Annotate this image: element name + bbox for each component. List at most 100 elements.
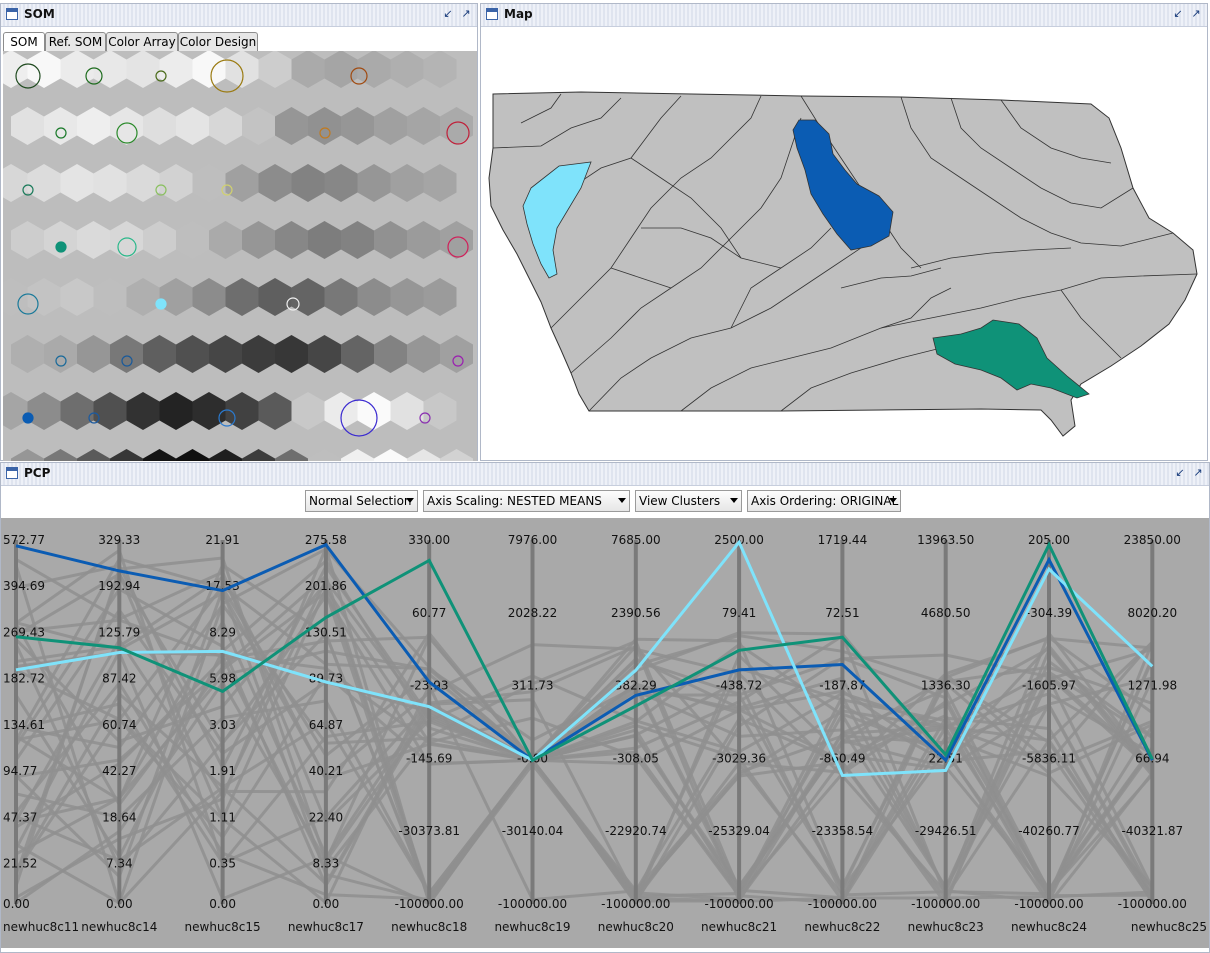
som-hex-cell[interactable] [374, 107, 407, 145]
som-hex-cell[interactable] [143, 335, 176, 373]
som-hex-cell[interactable] [159, 51, 193, 88]
som-hex-cell[interactable] [423, 278, 457, 316]
som-hex-cell[interactable] [209, 449, 242, 461]
view-clusters-dropdown[interactable]: View Clusters [635, 490, 742, 512]
tab-som[interactable]: SOM [3, 32, 45, 53]
axis-name-label[interactable]: newhuc8c25 [1131, 920, 1207, 934]
som-hex-cell[interactable] [423, 51, 457, 88]
som-node-marker[interactable] [22, 412, 34, 424]
som-hex-cell[interactable] [324, 392, 358, 430]
som-hex-cell[interactable] [3, 164, 28, 202]
som-hex-cell[interactable] [27, 51, 61, 88]
som-hex-cell[interactable] [291, 164, 325, 202]
som-hex-cell[interactable] [308, 107, 341, 145]
tab-color-design[interactable]: Color Design [178, 32, 258, 52]
som-hex-cell[interactable] [93, 278, 127, 316]
maximize-icon[interactable]: ↗ [1193, 466, 1203, 479]
som-hex-cell[interactable] [192, 278, 226, 316]
minimize-icon[interactable]: ↙ [1175, 466, 1185, 479]
som-hex-cell[interactable] [77, 335, 110, 373]
som-hex-cell[interactable] [324, 51, 358, 88]
som-node-marker[interactable] [210, 59, 244, 93]
som-hex-cell[interactable] [3, 51, 28, 88]
som-hex-cell[interactable] [291, 51, 325, 88]
som-hex-cell[interactable] [275, 107, 308, 145]
som-hex-cell[interactable] [27, 392, 61, 430]
som-hex-cell[interactable] [390, 278, 424, 316]
som-hex-cell[interactable] [60, 392, 94, 430]
maximize-icon[interactable]: ↗ [461, 7, 471, 20]
som-node-marker[interactable] [218, 409, 236, 427]
iowa-watershed-map[interactable] [481, 28, 1207, 458]
som-hex-cell[interactable] [159, 164, 193, 202]
som-hex-cell[interactable] [440, 449, 473, 461]
som-hex-cell[interactable] [192, 164, 226, 202]
som-hex-cell[interactable] [275, 221, 308, 259]
axis-name-label[interactable]: newhuc8c17 [288, 920, 364, 934]
som-hex-cell[interactable] [341, 449, 374, 461]
som-hex-cell[interactable] [126, 164, 160, 202]
som-hex-cell[interactable] [341, 221, 374, 259]
som-node-marker[interactable] [55, 127, 67, 139]
som-hex-cell[interactable] [324, 278, 358, 316]
tab-ref-som[interactable]: Ref. SOM [45, 32, 106, 52]
som-hex-grid[interactable] [3, 51, 477, 461]
som-hex-cell[interactable] [192, 392, 226, 430]
som-hex-cell[interactable] [143, 449, 176, 461]
axis-name-label[interactable]: newhuc8c14 [81, 920, 157, 934]
som-hex-cell[interactable] [357, 278, 391, 316]
minimize-icon[interactable]: ↙ [443, 7, 453, 20]
som-hex-cell[interactable] [407, 221, 440, 259]
som-hex-cell[interactable] [440, 107, 473, 145]
axis-name-label[interactable]: newhuc8c19 [494, 920, 570, 934]
axis-name-label[interactable]: newhuc8c22 [804, 920, 880, 934]
som-hex-cell[interactable] [77, 449, 110, 461]
som-hex-cell[interactable] [341, 107, 374, 145]
som-hex-cell[interactable] [341, 335, 374, 373]
som-hex-cell[interactable] [11, 335, 44, 373]
som-node-marker[interactable] [116, 122, 138, 144]
som-hex-cell[interactable] [390, 392, 424, 430]
som-hex-cell[interactable] [242, 221, 275, 259]
som-hex-cell[interactable] [11, 221, 44, 259]
som-hex-cell[interactable] [225, 278, 259, 316]
som-hex-cell[interactable] [423, 392, 457, 430]
som-node-marker[interactable] [17, 293, 39, 315]
parallel-coordinates-plot[interactable]: 572.77 394.69 269.43 182.72 134.61 94.77 47.37… [1, 518, 1209, 948]
som-hex-cell[interactable] [126, 392, 160, 430]
som-hex-cell[interactable] [159, 278, 193, 316]
som-hex-cell[interactable] [93, 392, 127, 430]
som-node-marker[interactable] [88, 412, 100, 424]
som-hex-cell[interactable] [27, 278, 61, 316]
som-hex-cell[interactable] [374, 221, 407, 259]
som-hex-cell[interactable] [440, 221, 473, 259]
som-node-marker[interactable] [447, 236, 469, 258]
axis-name-label[interactable]: newhuc8c11 [3, 920, 79, 934]
som-hex-cell[interactable] [357, 392, 391, 430]
som-node-marker[interactable] [15, 63, 41, 89]
som-hex-cell[interactable] [423, 164, 457, 202]
som-node-marker[interactable] [117, 237, 137, 257]
som-hex-cell[interactable] [209, 221, 242, 259]
selection-mode-dropdown[interactable]: Normal Selection [305, 490, 418, 512]
som-node-marker[interactable] [452, 355, 464, 367]
som-hex-cell[interactable] [110, 335, 143, 373]
som-hex-cell[interactable] [110, 449, 143, 461]
som-node-marker[interactable] [350, 67, 368, 85]
som-node-marker[interactable] [121, 355, 133, 367]
som-hex-cell[interactable] [192, 51, 226, 88]
som-hex-cell[interactable] [27, 164, 61, 202]
som-hex-cell[interactable] [77, 107, 110, 145]
som-hex-cell[interactable] [242, 107, 275, 145]
som-hex-cell[interactable] [291, 392, 325, 430]
axis-name-label[interactable]: newhuc8c18 [391, 920, 467, 934]
axis-name-label[interactable]: newhuc8c24 [1011, 920, 1087, 934]
som-hex-cell[interactable] [176, 449, 209, 461]
som-node-marker[interactable] [155, 70, 167, 82]
som-hex-cell[interactable] [110, 221, 143, 259]
axis-name-label[interactable]: newhuc8c23 [908, 920, 984, 934]
som-node-marker[interactable] [55, 241, 67, 253]
som-hex-cell[interactable] [126, 51, 160, 88]
som-hex-cell[interactable] [209, 107, 242, 145]
som-node-marker[interactable] [319, 127, 331, 139]
